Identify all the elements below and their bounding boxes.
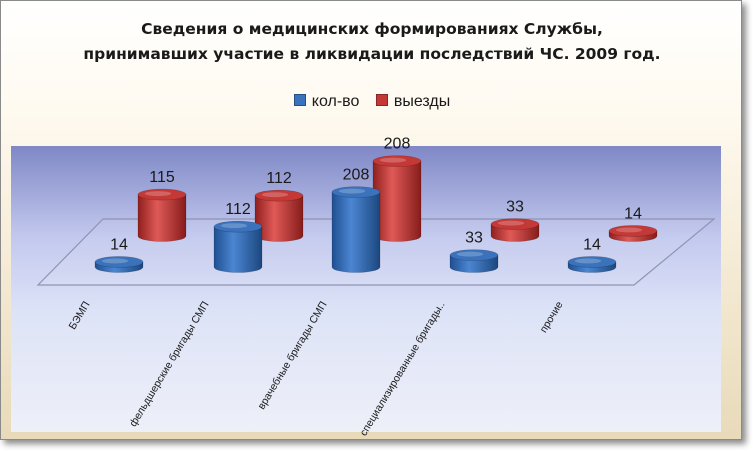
bar-kol-vo-1 — [213, 220, 263, 273]
chart-title: Сведения о медицинских формированиях Слу… — [1, 17, 743, 67]
bar-top — [331, 186, 381, 198]
bar-vyezdy-2 — [372, 155, 422, 242]
bar-body — [137, 194, 187, 242]
legend-item-vyezdy: выезды — [375, 93, 451, 111]
data-label-vyezdy-3: 33 — [506, 199, 524, 216]
bar-top-highlight — [497, 220, 525, 226]
legend-label-vyezdy: выезды — [393, 93, 451, 110]
legend: кол-во выезды — [1, 93, 743, 111]
bar-top — [608, 225, 658, 237]
data-label-vyezdy-1: 112 — [266, 170, 292, 187]
bar-top — [490, 218, 540, 230]
bar-kol-vo-3 — [449, 249, 499, 273]
bar-kol-vo-0 — [94, 256, 144, 273]
bar-top-highlight — [338, 188, 366, 194]
data-label-kol-vo-4: 14 — [583, 236, 601, 253]
bar-kol-vo-2 — [331, 186, 381, 273]
chart-title-line-1: Сведения о медицинских формированиях Слу… — [141, 20, 603, 38]
bar-top-highlight — [379, 157, 407, 163]
legend-swatch-vyezdy — [375, 94, 388, 106]
bar-vyezdy-0 — [137, 188, 187, 242]
data-label-kol-vo-3: 33 — [465, 230, 483, 247]
bar-top — [94, 256, 144, 268]
data-label-kol-vo-2: 208 — [343, 167, 370, 184]
bar-top-highlight — [220, 223, 248, 229]
data-label-kol-vo-0: 14 — [110, 236, 128, 253]
bar-body — [331, 191, 381, 273]
bar-top-highlight — [615, 227, 643, 233]
chart-title-line-2: принимавших участие в ликвидации последс… — [83, 45, 661, 63]
data-label-vyezdy-4: 14 — [624, 205, 642, 222]
bar-top-highlight — [456, 251, 484, 257]
data-label-vyezdy-0: 115 — [149, 169, 175, 186]
bar-vyezdy-1 — [254, 189, 304, 242]
legend-item-kol-vo: кол-во — [293, 93, 360, 111]
bar-top — [372, 155, 422, 167]
bar-top — [567, 256, 617, 268]
bar-body — [213, 226, 263, 273]
bar-top-highlight — [101, 258, 129, 264]
bar-top-highlight — [574, 258, 602, 264]
bar-top-highlight — [144, 191, 172, 197]
chart-frame: Сведения о медицинских формированиях Слу… — [0, 0, 742, 440]
data-label-kol-vo-1: 112 — [225, 201, 251, 218]
bar-top-highlight — [261, 192, 289, 198]
data-label-vyezdy-2: 208 — [384, 136, 411, 153]
bar-kol-vo-4 — [567, 256, 617, 273]
bar-vyezdy-4 — [608, 225, 658, 242]
bar-top — [254, 189, 304, 202]
legend-label-kol-vo: кол-во — [311, 93, 360, 110]
bar-top — [449, 249, 499, 261]
legend-swatch-kol-vo — [293, 94, 306, 106]
bar-top — [213, 220, 263, 233]
bar-top — [137, 188, 187, 201]
bar-vyezdy-3 — [490, 218, 540, 242]
